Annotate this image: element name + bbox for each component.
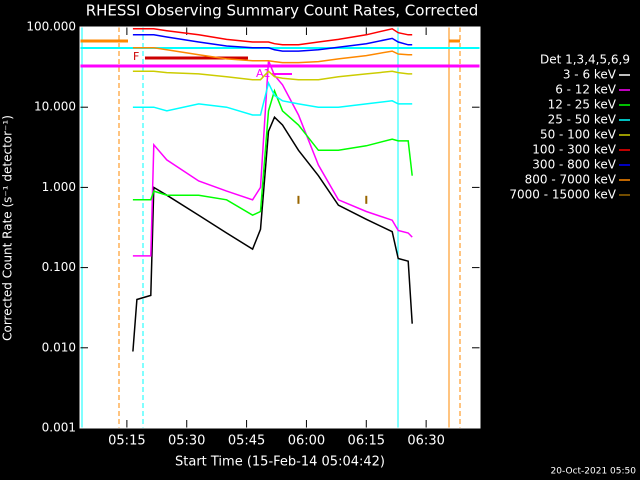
plot-frame bbox=[79, 26, 481, 429]
x-axis-label: Start Time (15-Feb-14 05:04:42) bbox=[175, 455, 385, 470]
x-tick-label: 06:15 bbox=[348, 434, 385, 449]
series-line bbox=[132, 88, 413, 217]
legend-label: 3 - 6 keV bbox=[563, 68, 617, 82]
series-line bbox=[132, 80, 413, 116]
legend-label: 12 - 25 keV bbox=[548, 98, 617, 112]
x-tick-label: 06:00 bbox=[288, 434, 325, 449]
legend-label: 50 - 100 keV bbox=[540, 128, 617, 142]
data-point bbox=[365, 195, 368, 204]
series-line bbox=[132, 34, 413, 52]
y-tick-label: 0.010 bbox=[42, 340, 76, 354]
x-tick-label: 05:45 bbox=[228, 434, 265, 449]
legend-label: 7000 - 15000 keV bbox=[509, 188, 616, 202]
footer: 20-Oct-2021 05:50 bbox=[551, 467, 637, 477]
chart-title: RHESSI Observing Summary Count Rates, Co… bbox=[86, 2, 479, 20]
y-tick-label: 0.100 bbox=[42, 260, 76, 274]
series-line bbox=[132, 60, 413, 257]
y-tick-label: 1.000 bbox=[42, 180, 76, 194]
y-axis-label: Corrected Count Rate (s⁻¹ detector⁻¹) bbox=[1, 115, 15, 341]
y-tick-label: 10.000 bbox=[34, 100, 76, 114]
series-line bbox=[132, 70, 413, 81]
series-line bbox=[132, 115, 413, 352]
annotation: F bbox=[133, 50, 139, 63]
x-tick-label: 06:30 bbox=[407, 434, 444, 449]
x-tick-label: 05:15 bbox=[108, 434, 145, 449]
plot-area bbox=[80, 27, 480, 428]
legend-label: 100 - 300 keV bbox=[532, 143, 616, 157]
legend-label: 6 - 12 keV bbox=[555, 83, 617, 97]
series-line bbox=[132, 27, 413, 46]
y-tick-label: 100.000 bbox=[26, 20, 76, 34]
x-tick-label: 05:30 bbox=[168, 434, 205, 449]
legend-label: 800 - 7000 keV bbox=[525, 173, 617, 187]
series-line bbox=[132, 47, 413, 64]
data-point bbox=[297, 195, 300, 204]
y-tick-label: 0.001 bbox=[42, 421, 76, 435]
legend-label: 25 - 50 keV bbox=[548, 113, 617, 127]
legend-label: 300 - 800 keV bbox=[532, 158, 616, 172]
legend-title: Det 1,3,4,5,6,9 bbox=[540, 53, 630, 67]
